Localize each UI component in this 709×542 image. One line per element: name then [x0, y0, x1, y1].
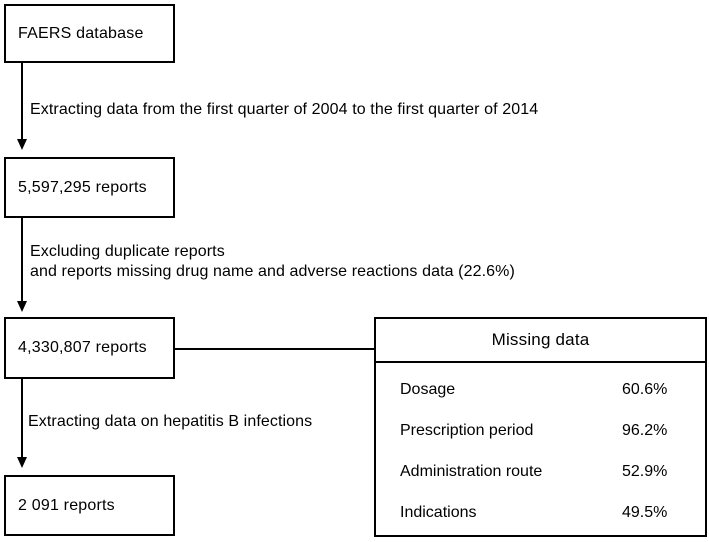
table-row: Dosage 60.6% [376, 369, 705, 410]
row-value-administration-route: 52.9% [622, 462, 668, 480]
row-label-indications: Indications [400, 503, 477, 521]
step-label-line: and reports missing drug name and advers… [30, 263, 515, 280]
node-reports-2091-label: 2 091 reports [18, 496, 115, 514]
row-label-dosage: Dosage [400, 380, 456, 398]
row-value-prescription-period: 96.2% [622, 421, 668, 439]
table-row: Indications 49.5% [376, 492, 705, 533]
missing-data-title: Missing data [376, 319, 705, 363]
arrow-line-1 [21, 63, 23, 140]
step-label-exclusion: Excluding duplicate reports and reports … [30, 242, 515, 282]
step-label-hepatitis-b: Extracting data on hepatitis B infection… [28, 412, 312, 432]
arrow-down-icon [17, 457, 27, 468]
connector-line [175, 348, 374, 350]
arrow-down-icon [17, 139, 27, 150]
node-reports-4330807-label: 4,330,807 reports [18, 339, 147, 356]
step-label-extraction-period: Extracting data from the first quarter o… [30, 100, 538, 120]
step-label-line: Excluding duplicate reports [30, 243, 225, 260]
arrow-line-2 [21, 218, 23, 302]
row-value-dosage: 60.6% [622, 380, 668, 398]
table-row: Prescription period 96.2% [376, 410, 705, 451]
node-reports-5597295-label: 5,597,295 reports [18, 178, 147, 196]
missing-data-rows: Dosage 60.6% Prescription period 96.2% A… [376, 369, 705, 533]
step-label-line: Extracting data on hepatitis B infection… [28, 413, 313, 430]
node-faers-database: FAERS database [4, 4, 175, 63]
node-faers-label: FAERS database [18, 24, 144, 42]
node-reports-2091: 2 091 reports [4, 475, 175, 536]
row-value-indications: 49.5% [622, 503, 668, 521]
arrow-line-3 [21, 379, 23, 458]
node-reports-4330807: 4,330,807 reports [4, 317, 175, 379]
node-reports-5597295: 5,597,295 reports [4, 157, 175, 218]
step-label-line: Extracting data from the first quarter o… [30, 101, 539, 118]
arrow-down-icon [17, 301, 27, 312]
row-label-prescription-period: Prescription period [400, 421, 534, 439]
missing-data-panel: Missing data Dosage 60.6% Prescription p… [374, 317, 707, 537]
row-label-administration-route: Administration route [400, 462, 543, 480]
table-row: Administration route 52.9% [376, 451, 705, 492]
